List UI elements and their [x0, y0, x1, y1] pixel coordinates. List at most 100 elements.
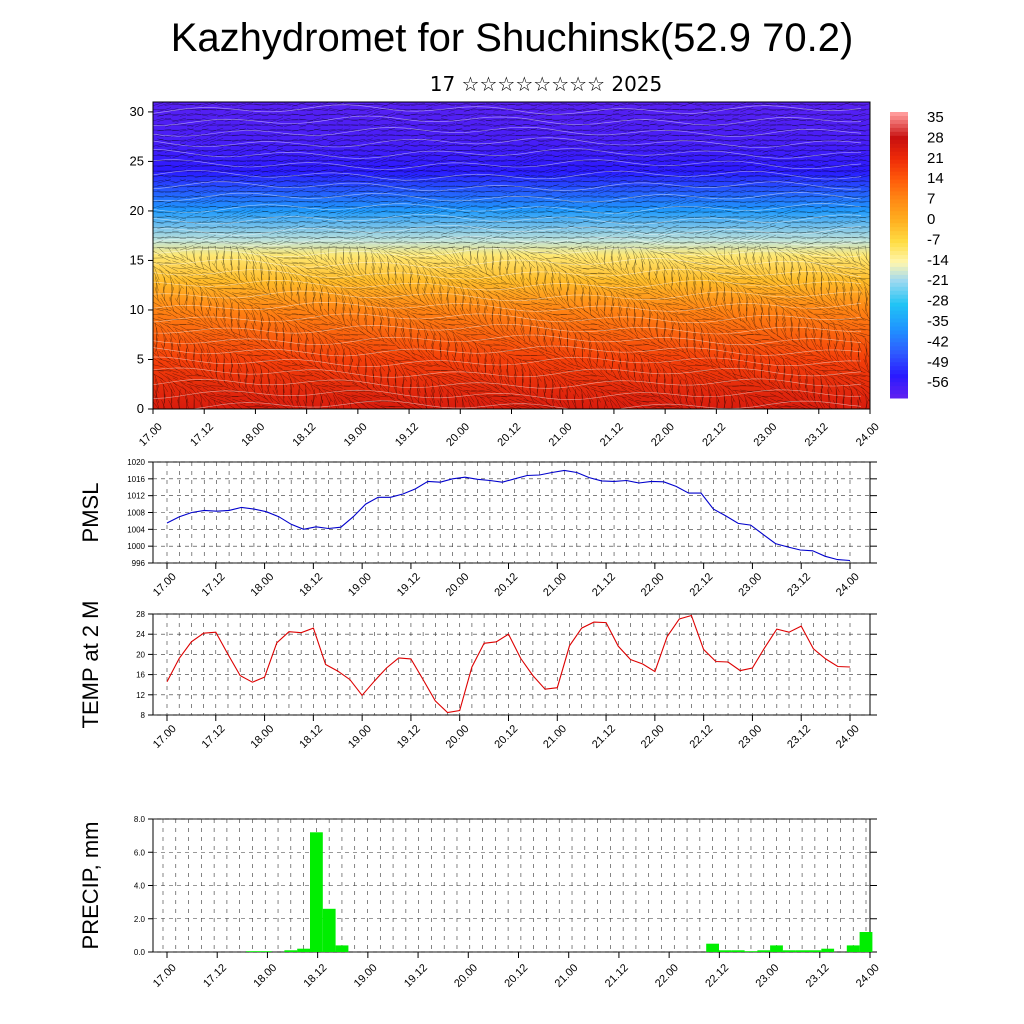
temp-ytick-label-3: 20: [136, 650, 145, 659]
heatmap-xtick-label-0: 17.00: [137, 421, 165, 449]
temp-frame: [152, 613, 871, 716]
pmsl-xtick-label-10: 22.00: [639, 571, 667, 599]
isotherm-contour-0: [153, 400, 862, 409]
temp-xtick-label-12: 23.00: [736, 723, 764, 751]
precip-xtick-label-8: 21.00: [553, 962, 581, 990]
wind-barb-row-34: [153, 229, 870, 236]
precip-bar-10: [284, 950, 298, 952]
heatmap-ytick-label-6: 30: [130, 104, 144, 119]
colorbar-swatch-50: [890, 310, 908, 316]
heatmap-xtick-label-9: 21.12: [598, 421, 626, 449]
heatmap-xtick-label-7: 20.12: [495, 421, 523, 449]
wind-barb-row-27: [153, 261, 870, 276]
pmsl-xtick-label-8: 21.00: [541, 571, 569, 599]
precip-xtick-label-6: 20.00: [452, 962, 480, 990]
colorbar-swatch-46: [890, 294, 908, 300]
colorbar-swatch-30: [890, 231, 908, 236]
heatmap-xtick-label-6: 20.00: [444, 421, 472, 449]
colorbar-swatch-7: [890, 139, 908, 145]
colorbar-swatch-66: [890, 374, 908, 379]
colorbar-swatch-17: [890, 179, 908, 184]
temp-xtick-label-4: 19.00: [346, 723, 374, 751]
temp-xtick-label-13: 23.12: [785, 723, 813, 751]
precip-bar-45: [731, 950, 745, 952]
precip-xtick-label-14: 24.00: [854, 962, 882, 990]
chart-subtitle: 17 ☆☆☆☆☆☆☆☆ 2025: [429, 72, 663, 96]
wind-barb-row-2: [154, 389, 870, 404]
pmsl-ytick-label-2: 1004: [127, 525, 145, 534]
isotherm-contour-23: [153, 148, 862, 159]
colorbar-swatch-42: [890, 278, 908, 284]
temp-ytick-label-1: 12: [136, 691, 145, 700]
temp-xtick-label-7: 20.12: [492, 723, 520, 751]
pmsl-xtick-label-6: 20.00: [444, 571, 472, 599]
wind-barb-row-42: [153, 188, 870, 195]
wind-barb-row-58: [153, 107, 870, 113]
wind-barb-row-32: [153, 240, 870, 246]
isotherm-contour-9: [153, 301, 862, 312]
heatmap-ytick-label-4: 20: [130, 203, 144, 218]
temp-series-line: [166, 614, 851, 714]
heatmap-ytick-label-3: 15: [130, 252, 144, 267]
isotherm-contour-21: [153, 170, 862, 181]
precip-xtick-label-5: 19.12: [402, 962, 430, 990]
colorbar-swatch-55: [890, 330, 908, 335]
temp-xtick-label-10: 22.00: [639, 723, 667, 751]
precip-xtick-label-13: 23.12: [804, 962, 832, 990]
colorbar-swatch-8: [890, 143, 908, 149]
colorbar-swatch-44: [890, 286, 908, 292]
heatmap-xtick-label-10: 22.00: [649, 421, 677, 449]
colorbar-swatch-27: [890, 219, 908, 224]
colorbar-swatch-48: [890, 302, 908, 308]
colorbar-label-3: 14: [927, 170, 944, 187]
isotherm-contour-7: [153, 323, 862, 335]
heatmap-ytick-label-1: 5: [137, 351, 144, 366]
colorbar-swatch-59: [890, 346, 908, 351]
colorbar-swatch-4: [890, 127, 908, 133]
colorbar-swatch-62: [890, 358, 908, 363]
colorbar-swatch-45: [890, 290, 908, 296]
precip-bar-54: [846, 945, 860, 952]
colorbar-swatch-60: [890, 350, 908, 355]
colorbar-swatch-39: [890, 266, 908, 272]
heatmap-xtick-label-2: 18.00: [239, 421, 267, 449]
colorbar-swatch-40: [890, 270, 908, 276]
colorbar-swatch-38: [890, 262, 908, 268]
precip-bar-50: [795, 950, 809, 952]
colorbar-swatch-68: [890, 382, 908, 387]
precip-bar-12: [310, 832, 323, 952]
colorbar-swatch-33: [890, 243, 908, 248]
precip-ytick-label-2: 4.0: [134, 882, 146, 891]
colorbar-swatch-18: [890, 183, 908, 188]
wind-barb-row-15: [154, 322, 870, 337]
wind-barb-row-6: [153, 368, 870, 383]
precip-bar-52: [821, 948, 835, 952]
heatmap-xtick-label-1: 17.12: [188, 421, 216, 449]
colorbar-label-5: 0: [927, 211, 935, 228]
wind-barb-row-9: [153, 353, 869, 368]
precip-xtick-label-9: 21.12: [603, 962, 631, 990]
colorbar-swatch-2: [890, 119, 908, 125]
precip-xtick-label-2: 18.00: [251, 962, 279, 990]
colorbar: 35 28 21 14 7 0 -7 -14 -21 -28 -35 -42 -49 -56: [890, 109, 949, 399]
colorbar-label-0: 35: [927, 109, 944, 126]
pmsl-ytick-label-1: 1000: [127, 542, 145, 551]
isotherm-contour-14: [153, 247, 862, 258]
isotherm-contour-2: [153, 378, 862, 389]
temp-xtick-label-6: 20.00: [444, 723, 472, 751]
isotherm-contour-25: [153, 126, 862, 137]
colorbar-label-9: -28: [927, 293, 949, 310]
isotherm-contour-15: [153, 236, 862, 247]
precip-ytick-label-3: 6.0: [134, 848, 146, 857]
pmsl-xtick-label-13: 23.12: [785, 571, 813, 599]
temp-ytick-label-2: 16: [136, 671, 145, 680]
wind-barb-row-40: [153, 199, 870, 205]
temp-xtick-label-11: 22.12: [688, 723, 716, 751]
wind-barb-row-33: [153, 234, 870, 241]
isotherm-contour-27: [153, 104, 862, 115]
heatmap-xtick-label-14: 24.00: [854, 421, 882, 449]
precip-bar-11: [297, 948, 310, 952]
colorbar-swatch-70: [890, 390, 908, 395]
colorbar-swatch-54: [890, 326, 908, 331]
wind-barb-row-29: [153, 251, 870, 266]
